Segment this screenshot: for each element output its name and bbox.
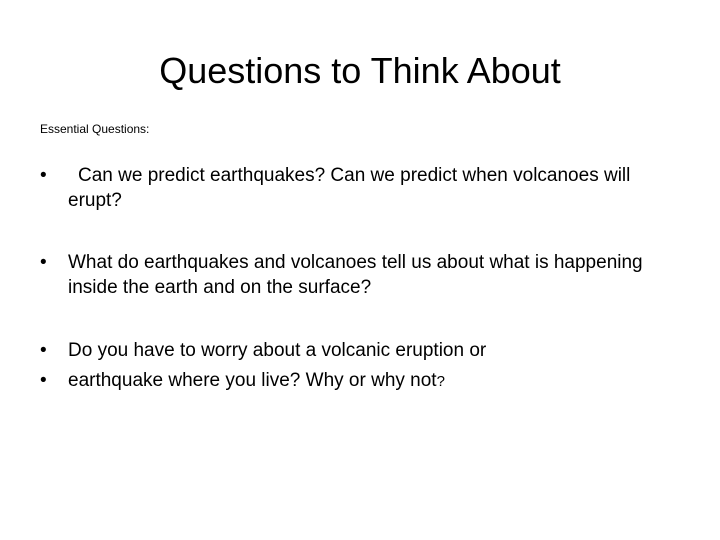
bullet-icon: •: [40, 251, 68, 276]
question-block-2: • What do earthquakes and volcanoes tell…: [40, 251, 680, 300]
bullet-icon: •: [40, 339, 68, 364]
slide-title: Questions to Think About: [40, 50, 680, 92]
question-text: What do earthquakes and volcanoes tell u…: [68, 251, 680, 300]
bullet-icon: •: [40, 369, 68, 394]
list-item: • earthquake where you live? Why or why …: [40, 369, 680, 394]
essential-questions-label: Essential Questions:: [40, 122, 680, 136]
question-text-line1: Do you have to worry about a volcanic er…: [68, 339, 680, 364]
question-text: Can we predict earthquakes? Can we predi…: [68, 164, 680, 213]
question-block-1: • Can we predict earthquakes? Can we pre…: [40, 164, 680, 213]
questions-list: • Can we predict earthquakes? Can we pre…: [40, 164, 680, 394]
bullet-icon: •: [40, 164, 68, 189]
list-item: • Do you have to worry about a volcanic …: [40, 339, 680, 364]
list-item: • Can we predict earthquakes? Can we pre…: [40, 164, 680, 213]
list-item: • What do earthquakes and volcanoes tell…: [40, 251, 680, 300]
question-text-line2: earthquake where you live? Why or why no…: [68, 369, 680, 394]
question-block-3: • Do you have to worry about a volcanic …: [40, 339, 680, 394]
